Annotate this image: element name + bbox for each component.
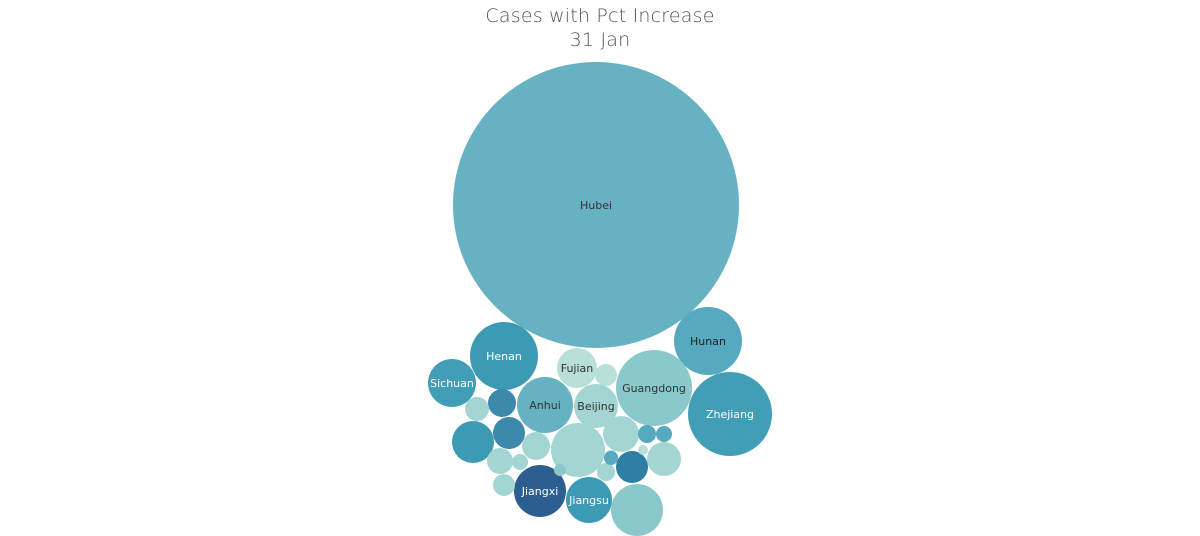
bubble-sichuan[interactable]: Sichuan xyxy=(428,359,476,407)
bubble-unlabeled-25[interactable] xyxy=(616,451,648,483)
bubble-circle[interactable] xyxy=(574,384,618,428)
bubble-circle[interactable] xyxy=(616,451,648,483)
bubble-label-zhejiang: Zhejiang xyxy=(706,408,754,421)
bubble-label-sichuan: Sichuan xyxy=(430,377,474,390)
bubble-unlabeled-13[interactable] xyxy=(493,417,525,449)
bubble-label-jiangxi: Jiangxi xyxy=(521,485,559,498)
bubble-circle[interactable] xyxy=(656,426,672,442)
bubble-hunan[interactable]: Hunan xyxy=(674,307,742,375)
bubble-unlabeled-19[interactable] xyxy=(611,484,663,536)
bubble-circle[interactable] xyxy=(603,416,639,452)
bubble-circle[interactable] xyxy=(688,372,772,456)
bubble-unlabeled-26[interactable] xyxy=(597,463,615,481)
bubble-anhui[interactable]: Anhui xyxy=(517,377,573,433)
bubble-label-beijing: Beijing xyxy=(577,400,614,413)
bubble-unlabeled-21[interactable] xyxy=(493,474,515,496)
bubble-unlabeled-24[interactable] xyxy=(647,442,681,476)
bubble-henan[interactable]: Henan xyxy=(470,322,538,390)
bubble-circle[interactable] xyxy=(452,421,494,463)
bubble-unlabeled-14[interactable] xyxy=(465,397,489,421)
bubble-circle[interactable] xyxy=(557,348,597,388)
bubble-unlabeled-11[interactable] xyxy=(452,421,494,463)
bubble-circle[interactable] xyxy=(465,397,489,421)
bubble-jiangxi[interactable]: Jiangxi xyxy=(514,465,566,517)
bubble-beijing[interactable]: Beijing xyxy=(574,384,618,428)
bubble-label-hunan: Hunan xyxy=(690,335,726,348)
bubble-circle[interactable] xyxy=(595,364,617,386)
bubble-label-fujian: Fujian xyxy=(561,362,594,375)
bubble-zhejiang[interactable]: Zhejiang xyxy=(688,372,772,456)
bubble-circle[interactable] xyxy=(517,377,573,433)
bubble-circle[interactable] xyxy=(522,432,550,460)
bubble-unlabeled-15[interactable] xyxy=(551,423,605,477)
bubble-circle[interactable] xyxy=(514,465,566,517)
bubble-unlabeled-30[interactable] xyxy=(638,445,648,455)
bubble-circle[interactable] xyxy=(493,417,525,449)
bubble-unlabeled-23[interactable] xyxy=(656,426,672,442)
bubble-unlabeled-12[interactable] xyxy=(488,389,516,417)
bubble-unlabeled-17[interactable] xyxy=(595,364,617,386)
chart-subtitle: 31 Jan xyxy=(569,29,631,51)
bubble-unlabeled-16[interactable] xyxy=(522,432,550,460)
bubble-unlabeled-22[interactable] xyxy=(638,425,656,443)
bubble-circle[interactable] xyxy=(493,474,515,496)
bubble-unlabeled-31[interactable] xyxy=(554,464,566,476)
bubble-label-hubei: Hubei xyxy=(580,199,612,212)
chart-title-block: Cases with Pct Increase 31 Jan xyxy=(0,4,1200,52)
bubble-circle[interactable] xyxy=(638,425,656,443)
bubble-circle[interactable] xyxy=(428,359,476,407)
bubble-jiangsu[interactable]: Jiangsu xyxy=(566,477,612,523)
bubble-label-anhui: Anhui xyxy=(529,399,561,412)
bubble-circle[interactable] xyxy=(611,484,663,536)
bubble-guangdong[interactable]: Guangdong xyxy=(616,350,692,426)
bubble-circle[interactable] xyxy=(566,477,612,523)
bubble-circle[interactable] xyxy=(551,423,605,477)
bubble-unlabeled-18[interactable] xyxy=(603,416,639,452)
bubble-unlabeled-29[interactable] xyxy=(604,451,618,465)
bubble-unlabeled-20[interactable] xyxy=(487,448,513,474)
bubble-circle[interactable] xyxy=(638,445,648,455)
bubble-circle[interactable] xyxy=(604,451,618,465)
bubble-circle[interactable] xyxy=(487,448,513,474)
bubble-circle[interactable] xyxy=(512,454,528,470)
bubble-unlabeled-27[interactable] xyxy=(512,454,528,470)
bubble-label-henan: Henan xyxy=(486,350,522,363)
bubble-circle[interactable] xyxy=(616,350,692,426)
bubble-circle[interactable] xyxy=(470,322,538,390)
bubble-circle[interactable] xyxy=(488,389,516,417)
bubble-circle[interactable] xyxy=(597,463,615,481)
bubble-hubei[interactable]: Hubei xyxy=(453,62,739,348)
bubble-circle[interactable] xyxy=(674,307,742,375)
bubble-fujian[interactable]: Fujian xyxy=(557,348,597,388)
bubble-circle[interactable] xyxy=(554,464,566,476)
bubble-label-guangdong: Guangdong xyxy=(622,382,686,395)
chart-title: Cases with Pct Increase xyxy=(485,5,715,27)
bubble-label-jiangsu: Jiangsu xyxy=(568,494,609,507)
bubble-circle[interactable] xyxy=(453,62,739,348)
bubble-circle[interactable] xyxy=(647,442,681,476)
